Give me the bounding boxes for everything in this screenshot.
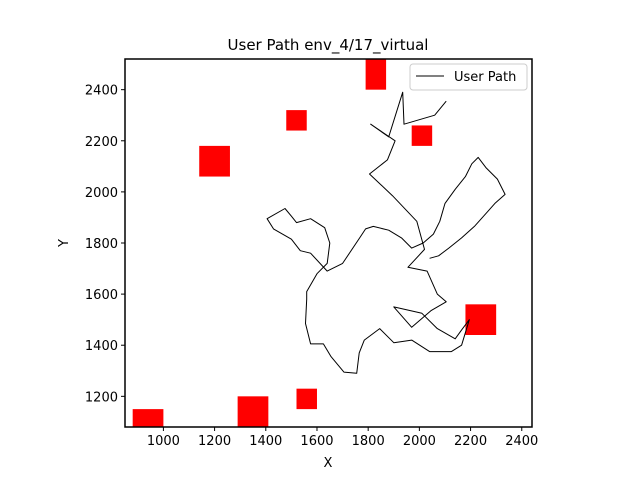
x-tick-label: 1200 [198, 434, 231, 449]
x-tick-label: 2000 [403, 434, 436, 449]
obstacle-square [465, 304, 497, 335]
obstacles-layer [132, 59, 497, 427]
user-path-line [266, 91, 506, 374]
legend: User Path [409, 63, 528, 91]
x-tick-label: 1600 [300, 434, 333, 449]
obstacle-square [411, 125, 433, 146]
x-axis-label: X [324, 456, 333, 471]
x-tick-label: 2200 [454, 434, 487, 449]
obstacle-square [365, 59, 387, 90]
obstacle-square [286, 110, 307, 131]
x-tick-label: 1400 [249, 434, 282, 449]
y-axis-ticks: 1200 1400 1600 1800 2000 2200 2400 [85, 84, 125, 405]
y-tick-label: 1400 [85, 339, 118, 354]
x-axis-ticks: 1000 1200 1400 1600 1800 2000 2200 2400 [147, 427, 538, 449]
y-tick-label: 2400 [85, 84, 118, 99]
y-axis-label: Y [57, 239, 72, 248]
y-tick-label: 2200 [85, 135, 118, 150]
x-tick-label: 2400 [505, 434, 538, 449]
y-tick-label: 1200 [85, 390, 118, 405]
x-tick-label: 1800 [352, 434, 385, 449]
obstacle-square [296, 388, 317, 410]
y-tick-label: 1600 [85, 288, 118, 303]
obstacle-square [237, 396, 269, 427]
x-tick-label: 1000 [147, 434, 180, 449]
plot-area [132, 59, 506, 427]
y-tick-label: 2000 [85, 186, 118, 201]
obstacle-square [132, 409, 164, 427]
obstacle-square [199, 145, 230, 177]
chart-title: User Path env_4/17_virtual [228, 36, 429, 55]
legend-label: User Path [454, 70, 516, 85]
legend-box [409, 63, 528, 91]
y-tick-label: 1800 [85, 237, 118, 252]
